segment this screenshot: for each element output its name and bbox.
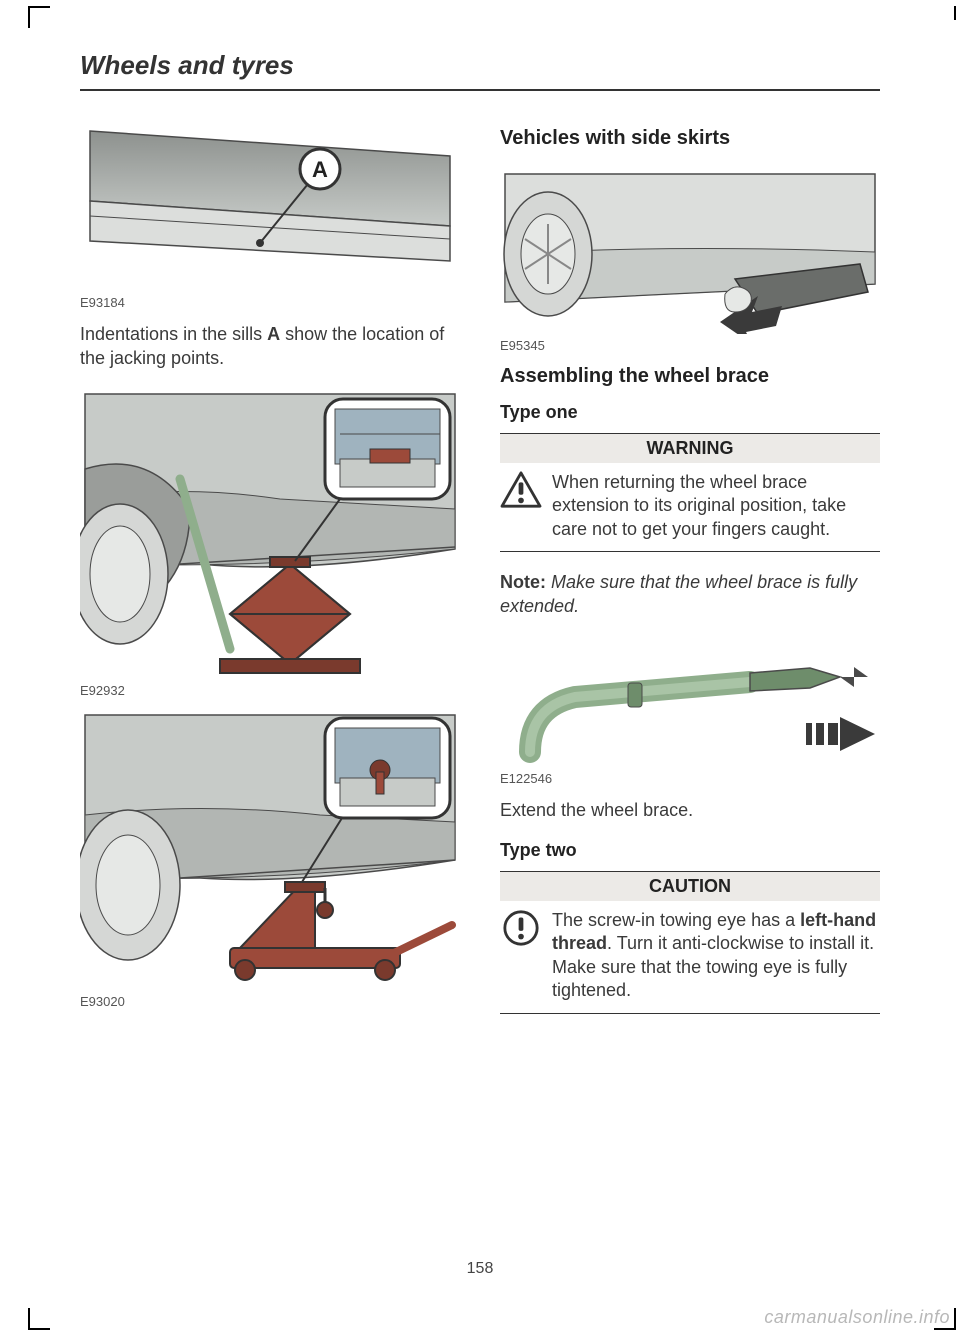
figure-trolley-jack [80, 710, 460, 990]
warning-text: When returning the wheel brace extension… [552, 471, 880, 541]
figure-label: E95345 [500, 338, 880, 353]
text-fragment: Indentations in the sills [80, 324, 267, 344]
page-title: Wheels and tyres [80, 50, 880, 81]
figure-sill-indentation: A [80, 121, 460, 291]
caution-text: The screw-in towing eye has a left-hand … [552, 909, 880, 1003]
heading-side-skirts: Vehicles with side skirts [500, 127, 880, 150]
caution-callout: CAUTION The screw-in towing eye has a le… [500, 871, 880, 1014]
watermark: carmanualsonline.info [764, 1307, 950, 1328]
figure-wheel-brace [500, 637, 880, 767]
marker-a-label: A [312, 157, 328, 182]
right-column: Vehicles with side skirts [500, 121, 880, 1032]
note-type-one: Note: Make sure that the wheel brace is … [500, 570, 880, 619]
sill-indentation-text: Indentations in the sills A show the loc… [80, 322, 460, 371]
figure-label: E93184 [80, 295, 460, 310]
text-fragment: The screw-in towing eye has a [552, 910, 800, 930]
figure-label: E122546 [500, 771, 880, 786]
heading-type-two: Type two [500, 840, 880, 861]
callout-title-row: WARNING [500, 434, 880, 463]
callout-title-row: CAUTION [500, 872, 880, 901]
figure-label: E92932 [80, 683, 460, 698]
note-bold: Note: [500, 572, 546, 592]
callout-title: CAUTION [649, 876, 731, 896]
note-italic: Make sure that the wheel brace is fully … [500, 572, 857, 616]
figure-scissor-jack [80, 389, 460, 679]
page-content: Wheels and tyres [80, 50, 880, 1032]
callout-title: WARNING [647, 438, 734, 458]
extend-brace-text: Extend the wheel brace. [500, 798, 880, 822]
figure-label: E93020 [80, 994, 460, 1009]
caution-icon [500, 909, 542, 947]
left-column: A E93184 Indentations in the sills A sho… [80, 121, 460, 1032]
heading-type-one: Type one [500, 402, 880, 423]
header-rule [80, 89, 880, 91]
heading-assemble-brace: Assembling the wheel brace [500, 365, 880, 388]
page-number: 158 [0, 1260, 960, 1278]
figure-side-skirts [500, 164, 880, 334]
text-bold-a: A [267, 324, 280, 344]
two-column-layout: A E93184 Indentations in the sills A sho… [80, 121, 880, 1032]
warning-callout: WARNING When returning the wheel brace e… [500, 433, 880, 552]
warning-icon [500, 471, 542, 509]
